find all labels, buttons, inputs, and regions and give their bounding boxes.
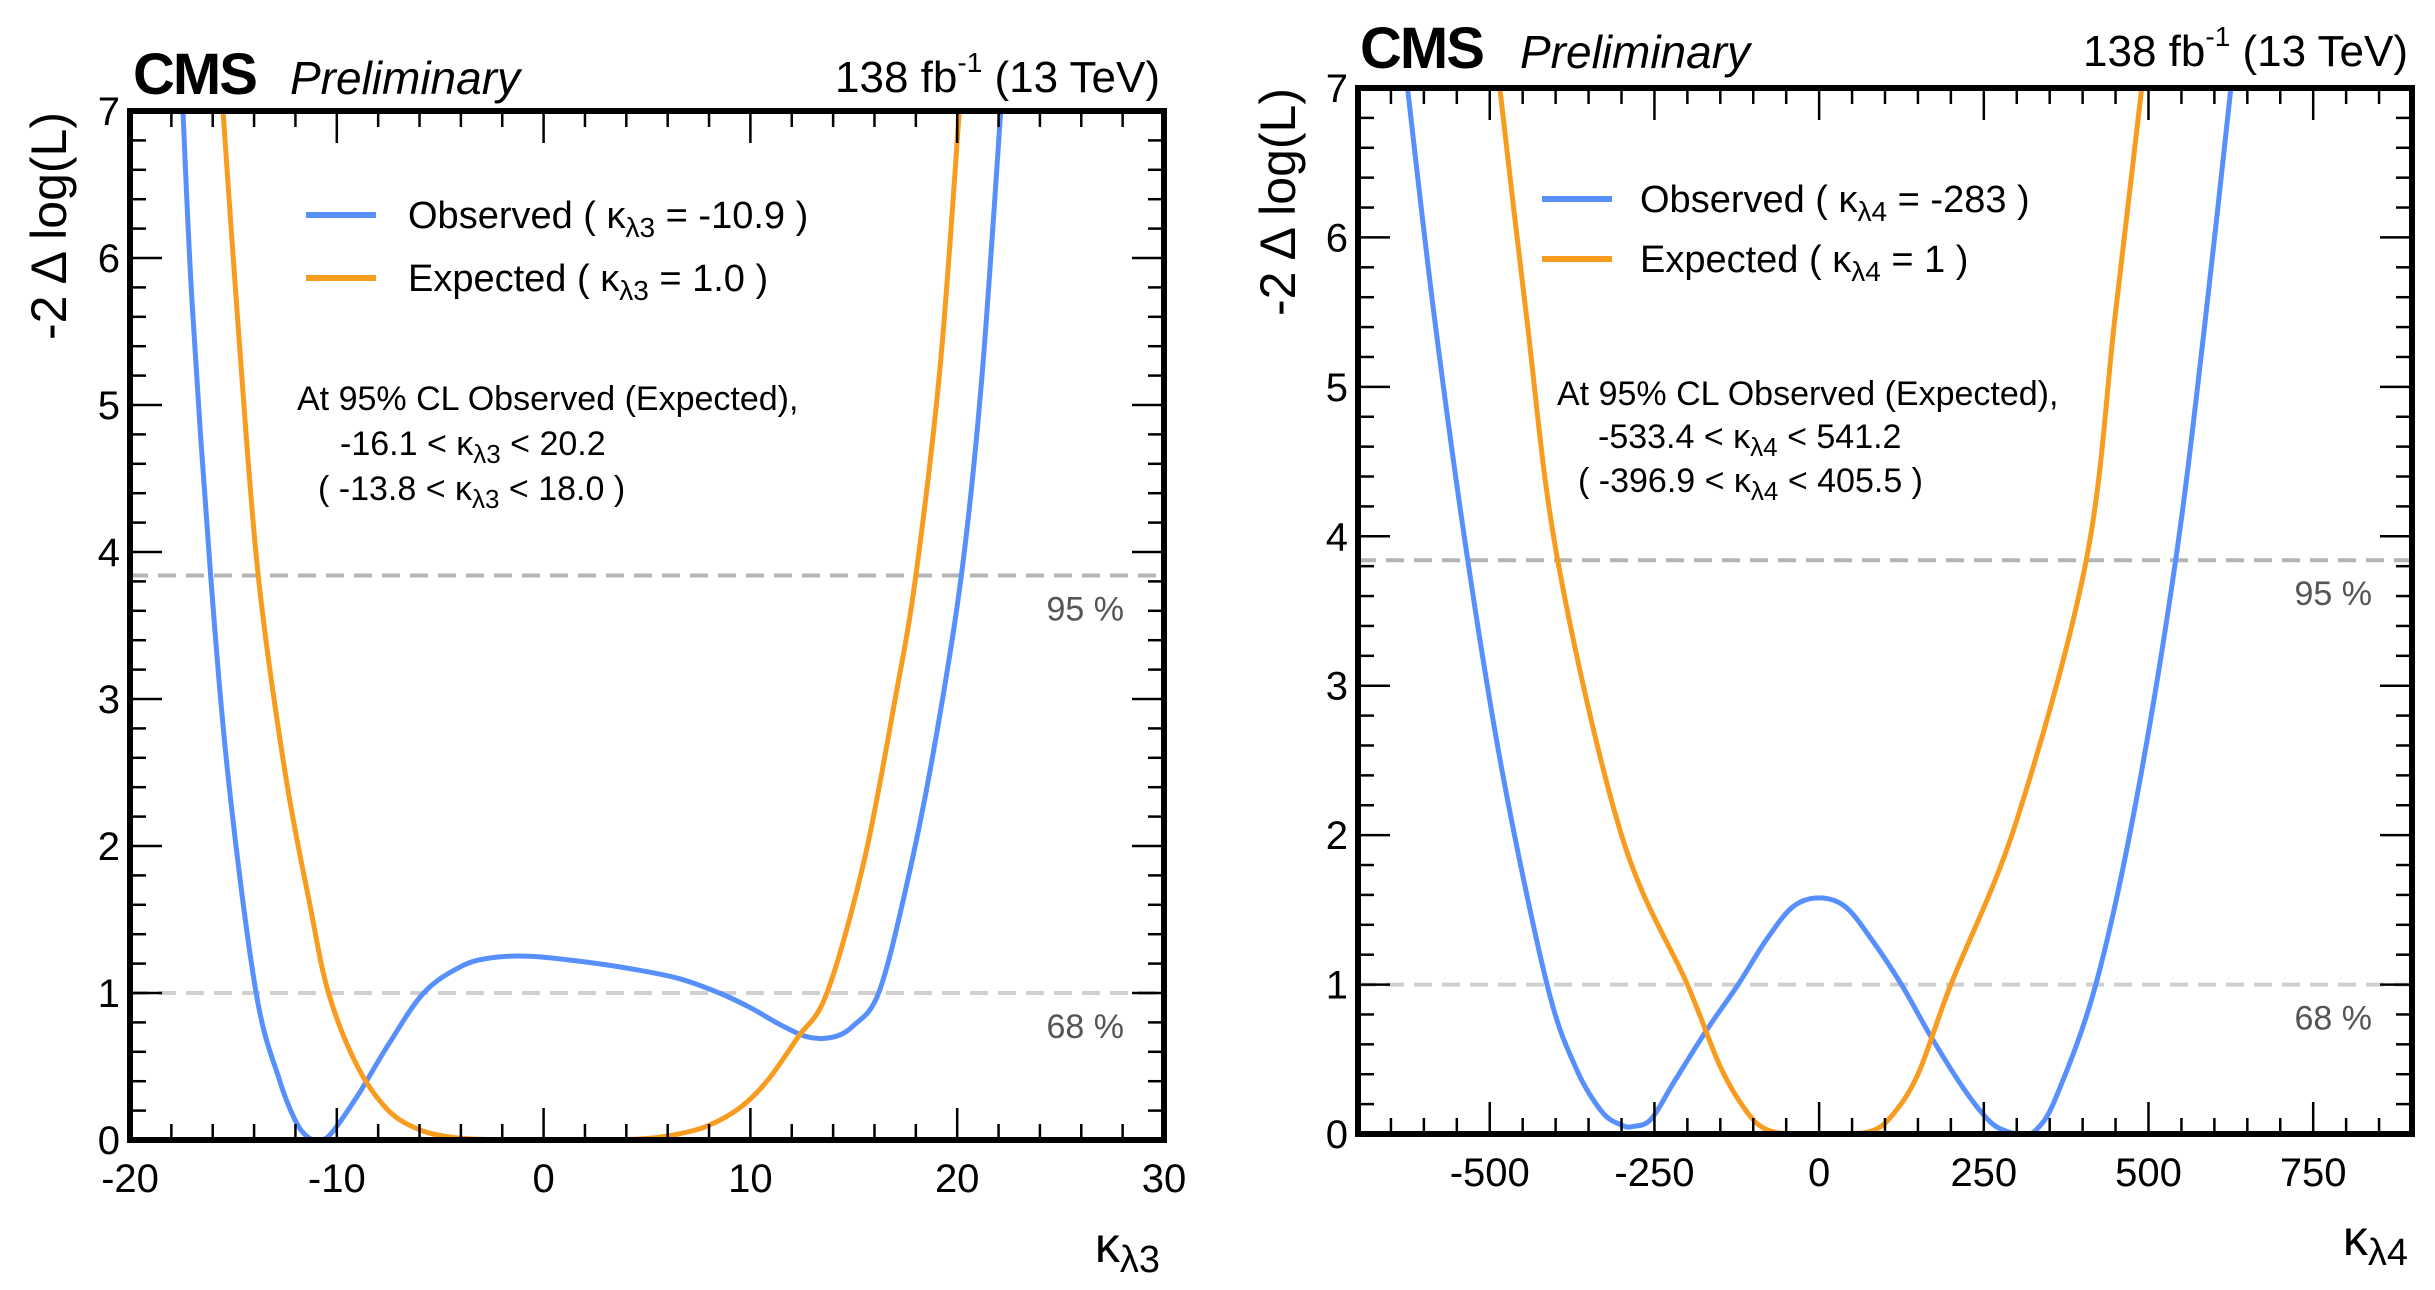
x-tick-label: 750 <box>2280 1151 2347 1195</box>
lumi-value: 138 fb <box>835 53 957 102</box>
lumi-label: 138 fb-1 (13 TeV) <box>2083 21 2408 76</box>
y-tick-label: 1 <box>98 972 120 1016</box>
y-tick-label: 6 <box>1326 216 1348 260</box>
annotation-line-1: At 95% CL Observed (Expected), <box>1557 375 2058 413</box>
annotation-line-3: ( -13.8 < κλ3 < 18.0 ) <box>318 470 625 514</box>
interval-annotation: At 95% CL Observed (Expected), -533.4 < … <box>1557 375 2058 506</box>
y-tick-labels: 0 1 2 3 4 5 6 7 <box>1326 67 1348 1157</box>
annotation-line-1: At 95% CL Observed (Expected), <box>297 380 798 418</box>
legend: Observed ( κλ3 = -10.9 ) Expected ( κλ3 … <box>306 195 808 306</box>
lumi-label: 138 fb-1 (13 TeV) <box>835 47 1160 102</box>
y-tick-label: 6 <box>98 237 120 281</box>
reference-lines: 95 % 68 % <box>1358 558 2412 1038</box>
legend-label-expected: Expected ( κλ3 = 1.0 ) <box>408 258 768 306</box>
x-tick-label: -250 <box>1614 1151 1694 1195</box>
y-tick-label: 3 <box>1326 665 1348 709</box>
x-tick-label: 250 <box>1950 1151 2017 1195</box>
y-axis-title: -2 Δ log(L) <box>1250 88 1306 316</box>
x-tick-label: 10 <box>728 1157 773 1201</box>
legend: Observed ( κλ4 = -283 ) Expected ( κλ4 =… <box>1542 179 2030 287</box>
x-tick-label: 0 <box>1808 1151 1830 1195</box>
y-axis-title: -2 Δ log(L) <box>21 112 77 340</box>
cl-label-95: 95 % <box>1047 591 1125 629</box>
x-tick-label: -500 <box>1450 1151 1530 1195</box>
x-axis-title: κλ4 <box>2343 1210 2408 1274</box>
y-tick-label: 0 <box>1326 1113 1348 1157</box>
legend-label-observed: Observed ( κλ4 = -283 ) <box>1640 179 2030 227</box>
y-tick-label: 2 <box>98 825 120 869</box>
x-axis-title: κλ3 <box>1095 1217 1160 1281</box>
annotation-line-2: -16.1 < κλ3 < 20.2 <box>340 425 606 469</box>
curve-expected <box>1497 88 2145 1134</box>
plot-frame <box>1355 85 2415 1137</box>
plot-frame <box>127 108 1167 1143</box>
x-tick-label: -20 <box>101 1157 159 1201</box>
preliminary-label: Preliminary <box>1520 26 1753 78</box>
y-tick-label: 2 <box>1326 814 1348 858</box>
x-tick-label: 0 <box>532 1157 554 1201</box>
annotation-line-2: -533.4 < κλ4 < 541.2 <box>1598 418 1901 462</box>
x-tick-labels: -20 -10 0 10 20 30 <box>101 1157 1186 1201</box>
panel-kappa-lambda4: CMS Preliminary 138 fb-1 (13 TeV) 95 % 68… <box>1250 16 2415 1274</box>
lumi-exponent: -1 <box>2205 21 2230 52</box>
y-tick-label: 7 <box>98 90 120 134</box>
energy-label: (13 TeV) <box>2230 27 2408 76</box>
x-tick-label: 500 <box>2115 1151 2182 1195</box>
curves <box>1405 88 2234 1134</box>
curve-observed <box>180 111 1004 1140</box>
x-tick-label: 30 <box>1142 1157 1187 1201</box>
curves <box>180 111 1004 1140</box>
axis-ticks <box>128 109 1166 1142</box>
preliminary-label: Preliminary <box>290 52 523 104</box>
energy-label: (13 TeV) <box>982 53 1160 102</box>
cms-label: CMS <box>133 42 256 107</box>
y-tick-labels: 0 1 2 3 4 5 6 7 <box>98 90 120 1163</box>
interval-annotation: At 95% CL Observed (Expected), -16.1 < κ… <box>297 380 798 514</box>
x-tick-label: -10 <box>308 1157 366 1201</box>
cms-label: CMS <box>1360 16 1483 81</box>
legend-entry-expected: Expected ( κλ4 = 1 ) <box>1542 239 1968 287</box>
legend-label-expected: Expected ( κλ4 = 1 ) <box>1640 239 1968 287</box>
legend-entry-observed: Observed ( κλ3 = -10.9 ) <box>306 195 808 243</box>
curve-expected <box>220 111 962 1140</box>
y-tick-label: 4 <box>98 531 120 575</box>
legend-entry-observed: Observed ( κλ4 = -283 ) <box>1542 179 2030 227</box>
curve-observed <box>1405 88 2234 1134</box>
panel-kappa-lambda3: CMS Preliminary 138 fb-1 (13 TeV) 95 % 68… <box>21 42 1186 1281</box>
x-tick-labels: -500 -250 0 250 500 750 <box>1450 1151 2347 1195</box>
lumi-value: 138 fb <box>2083 27 2205 76</box>
cl-label-68: 68 % <box>1047 1008 1125 1046</box>
legend-entry-expected: Expected ( κλ3 = 1.0 ) <box>306 258 768 306</box>
y-tick-label: 5 <box>98 384 120 428</box>
cl-label-68: 68 % <box>2295 1000 2373 1038</box>
legend-label-observed: Observed ( κλ3 = -10.9 ) <box>408 195 808 243</box>
lumi-exponent: -1 <box>957 47 982 78</box>
y-tick-label: 7 <box>1326 67 1348 111</box>
y-tick-label: 3 <box>98 678 120 722</box>
y-tick-label: 0 <box>98 1119 120 1163</box>
annotation-line-3: ( -396.9 < κλ4 < 405.5 ) <box>1578 462 1923 506</box>
y-tick-label: 4 <box>1326 515 1348 559</box>
x-tick-label: 20 <box>935 1157 980 1201</box>
y-tick-label: 5 <box>1326 366 1348 410</box>
reference-lines: 95 % 68 % <box>130 573 1164 1046</box>
y-tick-label: 1 <box>1326 964 1348 1008</box>
cl-label-95: 95 % <box>2295 575 2373 613</box>
